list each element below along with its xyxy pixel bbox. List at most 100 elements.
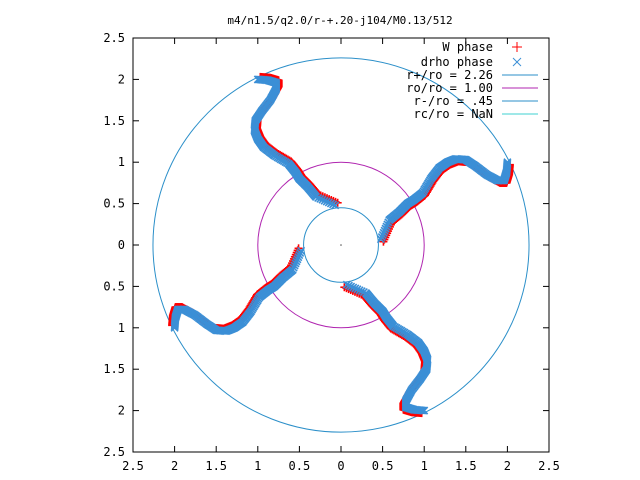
drho-phase-marker-b xyxy=(290,261,299,270)
drho-phase-marker-b xyxy=(503,158,512,167)
drho-phase-point xyxy=(328,200,338,209)
drho-phase-point xyxy=(349,283,358,292)
drho-phase-marker-b xyxy=(296,248,305,257)
drho-phase-marker-b xyxy=(378,230,387,240)
drho-phase-marker-b xyxy=(170,323,179,332)
y-tick-label: 1 xyxy=(118,321,125,335)
drho-phase-marker-b xyxy=(381,224,390,233)
drho-phase-marker-b xyxy=(380,226,389,235)
drho-phase-marker-b xyxy=(357,287,366,296)
y-tick-label: 2 xyxy=(118,404,125,418)
drho-phase-marker-b xyxy=(382,222,391,231)
drho-phase-point xyxy=(381,224,390,233)
y-tick-label: 0.5 xyxy=(103,197,125,211)
drho-phase-point xyxy=(344,281,354,290)
x-tick-label: 2.5 xyxy=(122,459,144,473)
drho-phase-point xyxy=(296,246,306,255)
legend-label-rc: rc/ro = NaN xyxy=(414,107,493,121)
origin-dot xyxy=(340,244,342,246)
drho-phase-marker-b xyxy=(349,283,358,292)
drho-phase-point xyxy=(292,257,301,266)
x-tick-label: 2 xyxy=(171,459,178,473)
drho-phase-marker-b xyxy=(293,255,302,264)
drho-phase-marker-b xyxy=(324,198,333,207)
reference-circles xyxy=(152,57,530,433)
drho-phase-point xyxy=(295,250,304,260)
drho-phase-point xyxy=(290,261,299,270)
drho-phase-point xyxy=(377,233,386,242)
drho-phase-point xyxy=(291,259,300,268)
x-tick-label: 1 xyxy=(254,459,261,473)
drho-phase-marker-b xyxy=(420,406,429,415)
y-axis: 2.5 2 1.5 1 0.5 0 0.5 1 1.5 2 2.5 xyxy=(103,31,549,459)
legend: W phase drho phase r+/ro = 2.26 ro/ro = … xyxy=(406,40,538,121)
drho-phase-marker-b xyxy=(316,194,325,203)
drho-phase-point xyxy=(503,158,512,167)
drho-phase-marker-b xyxy=(355,286,364,295)
drho-phase-marker-b xyxy=(318,195,327,204)
drho-phase-point xyxy=(326,199,335,208)
drho-phase-marker-b xyxy=(322,197,331,206)
drho-phase-point xyxy=(316,194,325,203)
drho-phase-point xyxy=(376,235,386,244)
legend-label-w-phase: W phase xyxy=(442,40,493,54)
legend-label-ro: ro/ro = 1.00 xyxy=(406,81,493,95)
drho-phase-marker-b xyxy=(326,199,335,208)
drho-phase-marker-b xyxy=(377,233,386,242)
drho-phase-marker-b xyxy=(353,285,362,294)
legend-marker-w-phase xyxy=(512,42,522,52)
chart-title: m4/n1.5/q2.0/r-+.20-j104/M0.13/512 xyxy=(227,14,452,27)
y-tick-label: 2 xyxy=(118,72,125,86)
x-tick-label: 2 xyxy=(504,459,511,473)
drho-phase-point xyxy=(382,222,391,231)
x-tick-label: 0 xyxy=(337,459,344,473)
drho-phase-marker-b xyxy=(253,75,262,84)
drho-phase-point xyxy=(353,285,362,294)
drho-phase-point xyxy=(355,286,364,295)
drho-phase-point xyxy=(378,230,387,240)
y-tick-label: 0.5 xyxy=(103,279,125,293)
legend-label-r-plus: r+/ro = 2.26 xyxy=(406,68,493,82)
drho-phase-point xyxy=(351,284,360,293)
drho-phase-marker-b xyxy=(328,200,338,209)
y-tick-label: 0 xyxy=(118,238,125,252)
drho-phase-point xyxy=(357,287,366,296)
legend-marker-drho-phase xyxy=(512,57,522,67)
drho-phase-marker-b xyxy=(292,257,301,266)
drho-phase-marker-b xyxy=(331,201,340,210)
x-tick-label: 1.5 xyxy=(455,459,477,473)
drho-phase-point xyxy=(347,282,356,291)
y-tick-label: 1.5 xyxy=(103,114,125,128)
drho-phase-point xyxy=(294,253,303,262)
drho-phase-marker-b xyxy=(294,253,303,262)
x-tick-label: 1 xyxy=(421,459,428,473)
legend-label-drho-phase: drho phase xyxy=(421,55,493,69)
center-point xyxy=(340,244,342,246)
x-tick-label: 0.5 xyxy=(372,459,394,473)
circle-roro xyxy=(257,161,425,329)
drho-phase-marker-b xyxy=(347,282,356,291)
y-tick-label: 2.5 xyxy=(103,31,125,45)
y-tick-label: 2.5 xyxy=(103,445,125,459)
drho-phase-marker-b xyxy=(296,246,306,255)
drho-phase-point xyxy=(318,195,327,204)
x-axis: 2.5 2 1.5 1 0.5 0 0.5 1 1.5 2 2.5 xyxy=(122,38,560,473)
y-tick-label: 1.5 xyxy=(103,362,125,376)
drho-phase-point xyxy=(253,75,262,84)
drho-phase-point xyxy=(320,196,329,205)
drho-phase-marker-b xyxy=(376,235,386,244)
drho-phase-point xyxy=(342,280,351,289)
drho-phase-point xyxy=(380,226,389,235)
drho-phase-marker-b xyxy=(351,284,360,293)
drho-phase-point xyxy=(379,228,388,237)
drho-phase-marker-b xyxy=(291,259,300,268)
circle-rro xyxy=(303,207,379,283)
drho-phase-point xyxy=(324,198,333,207)
drho-phase-marker-b xyxy=(344,281,354,290)
drho-phase-marker-b xyxy=(295,250,304,260)
drho-phase-marker-b xyxy=(320,196,329,205)
drho-phase-marker-b xyxy=(342,280,351,289)
circle-rro xyxy=(152,57,530,433)
drho-phase-point xyxy=(383,220,392,229)
